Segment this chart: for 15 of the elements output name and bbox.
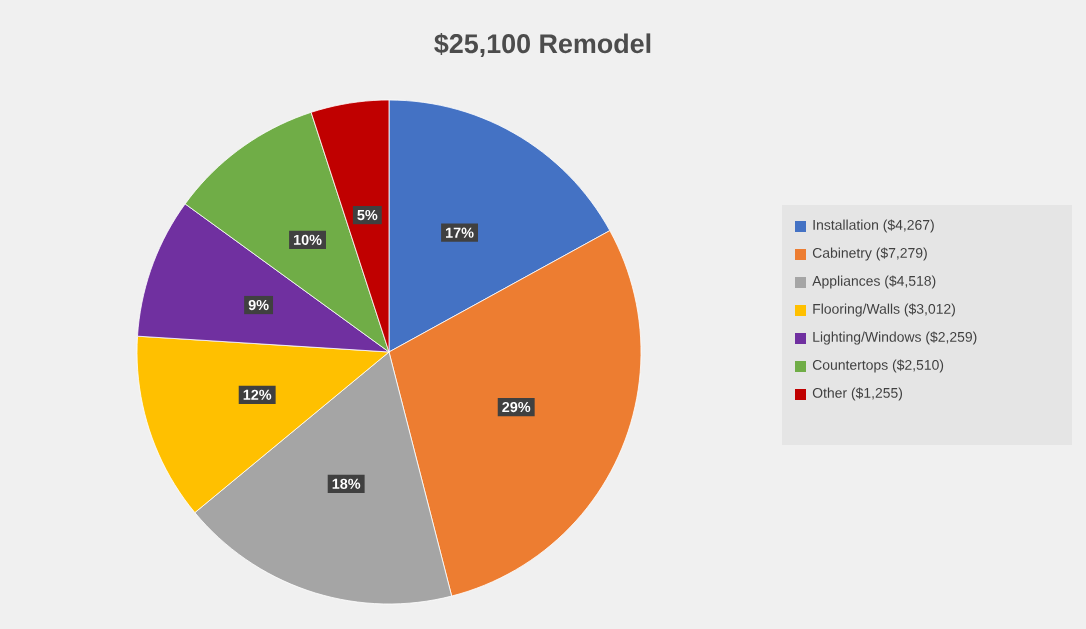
data-label: 12% [243,389,272,400]
legend-label: Other ($1,255) [812,387,903,401]
legend-label: Lighting/Windows ($2,259) [813,331,977,345]
legend-label: Cabinetry ($7,279) [812,247,927,261]
legend-label: Flooring/Walls ($3,012) [813,303,955,317]
legend-label: Countertops ($2,510) [812,359,944,373]
data-label: 17% [446,227,474,238]
data-label: 10% [293,234,322,245]
legend-label: Appliances ($4,518) [812,275,936,289]
data-label: 5% [357,210,378,221]
data-label: 18% [332,478,361,489]
data-label: 9% [248,299,269,311]
data-label: 29% [502,401,531,413]
chart-title: $25,100 Remodel [434,32,651,58]
legend-label: Installation ($4,267) [813,219,934,233]
